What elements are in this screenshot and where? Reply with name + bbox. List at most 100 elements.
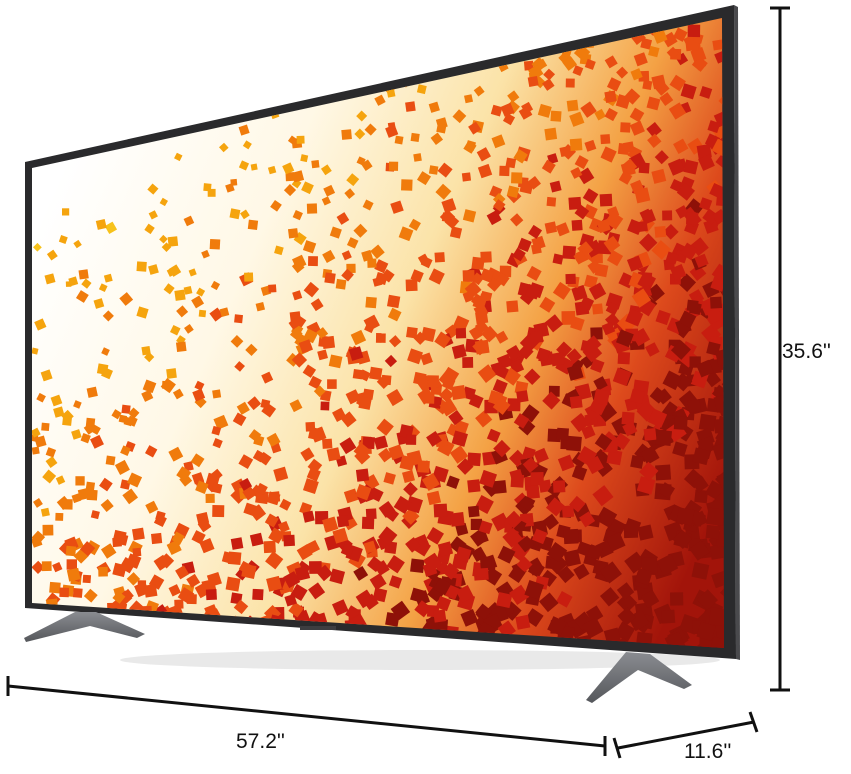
screen-cube <box>369 487 384 502</box>
screen-cube <box>205 589 217 601</box>
screen-cube <box>525 283 541 300</box>
screen-cube <box>449 226 463 239</box>
screen-cube <box>582 617 604 639</box>
screen-cube <box>677 273 697 292</box>
screen-cube <box>525 557 545 576</box>
screen-cube <box>42 469 57 484</box>
screen-cube <box>405 434 417 445</box>
screen-cube <box>434 252 445 263</box>
screen-cube <box>300 154 309 163</box>
screen-cube <box>298 339 313 354</box>
screen-cube <box>543 68 556 81</box>
screen-cube <box>260 398 271 409</box>
screen-cube <box>301 181 314 195</box>
screen-cube <box>40 369 53 382</box>
screen-cube <box>322 438 333 449</box>
screen-cube <box>32 347 39 355</box>
screen-cube <box>391 40 400 49</box>
screen-cube <box>698 197 713 211</box>
screen-cube <box>218 142 229 153</box>
screen-cube <box>136 306 149 319</box>
screen-cube <box>506 185 520 198</box>
screen-cube <box>590 358 605 373</box>
screen-cube <box>321 196 331 206</box>
screen-cube <box>585 455 604 475</box>
screen-cube <box>687 24 701 38</box>
screen-cube <box>302 240 317 254</box>
screen-cube <box>591 303 604 315</box>
screen-cube <box>439 387 455 403</box>
screen-cube <box>704 371 722 388</box>
screen-cube <box>709 544 724 560</box>
screen-cube <box>467 452 481 467</box>
screen-cube <box>656 553 679 576</box>
screen-cube <box>640 589 660 609</box>
screen-cube <box>420 33 432 45</box>
screen-cube <box>300 447 315 462</box>
screen-cube <box>661 609 676 624</box>
screen-cube <box>585 605 604 623</box>
screen-cube <box>599 561 622 584</box>
screen-cube <box>211 425 222 436</box>
screen-cube <box>159 234 168 244</box>
screen-cube <box>302 510 315 523</box>
screen-cube <box>680 242 698 261</box>
width-label: 57.2'' <box>236 730 285 753</box>
screen-cube <box>582 188 599 204</box>
screen-cube <box>594 263 609 278</box>
screen-cube <box>621 158 638 174</box>
screen-cube <box>346 237 359 249</box>
screen-cube <box>53 406 65 418</box>
screen-cube <box>433 503 448 518</box>
screen-cube <box>691 562 710 580</box>
screen-cube <box>658 482 676 499</box>
screen-cube <box>34 318 47 331</box>
screen-cube <box>348 346 364 361</box>
screen-cube <box>670 264 687 281</box>
screen-cube <box>105 631 122 648</box>
screen-cube <box>403 481 418 497</box>
screen-cube <box>406 326 418 339</box>
screen-cube <box>356 156 366 166</box>
screen-cube <box>566 435 582 452</box>
screen-cube <box>562 55 578 71</box>
screen-cube <box>711 263 724 283</box>
screen-cube <box>376 418 394 436</box>
screen-cube <box>544 127 558 141</box>
screen-cube <box>49 581 61 594</box>
screen-cube <box>606 532 626 552</box>
screen-cube <box>676 507 695 526</box>
screen-cube <box>199 95 210 106</box>
screen-cube <box>81 278 92 289</box>
screen-cube <box>201 249 210 259</box>
screen-cube <box>262 24 274 35</box>
screen-cube <box>471 256 485 270</box>
screen-cube <box>569 138 583 152</box>
screen-cube <box>426 54 441 69</box>
screen-cube <box>507 90 520 103</box>
screen-cube <box>576 541 592 557</box>
screen-cube <box>479 556 493 569</box>
screen-cube <box>579 296 595 311</box>
screen-cube <box>634 567 653 586</box>
screen-cube <box>218 64 231 77</box>
screen-cube <box>716 469 724 491</box>
screen-cube <box>247 219 259 231</box>
screen-cube <box>473 85 485 97</box>
screen-cube <box>61 409 74 423</box>
screen-cube <box>257 451 272 466</box>
screen-cube <box>293 630 309 646</box>
screen-cube <box>75 290 89 303</box>
screen-cube <box>474 339 490 355</box>
screen-cube <box>230 178 238 186</box>
screen-cube <box>507 398 521 412</box>
screen-cube <box>511 172 523 184</box>
screen-cube <box>329 226 342 239</box>
screen-cube <box>219 307 230 318</box>
screen-cube <box>245 343 258 357</box>
screen-cube <box>605 301 620 316</box>
screen-cube <box>448 410 464 426</box>
screen-cube <box>643 428 657 441</box>
screen-cube <box>289 311 301 323</box>
screen-cube <box>647 408 668 428</box>
